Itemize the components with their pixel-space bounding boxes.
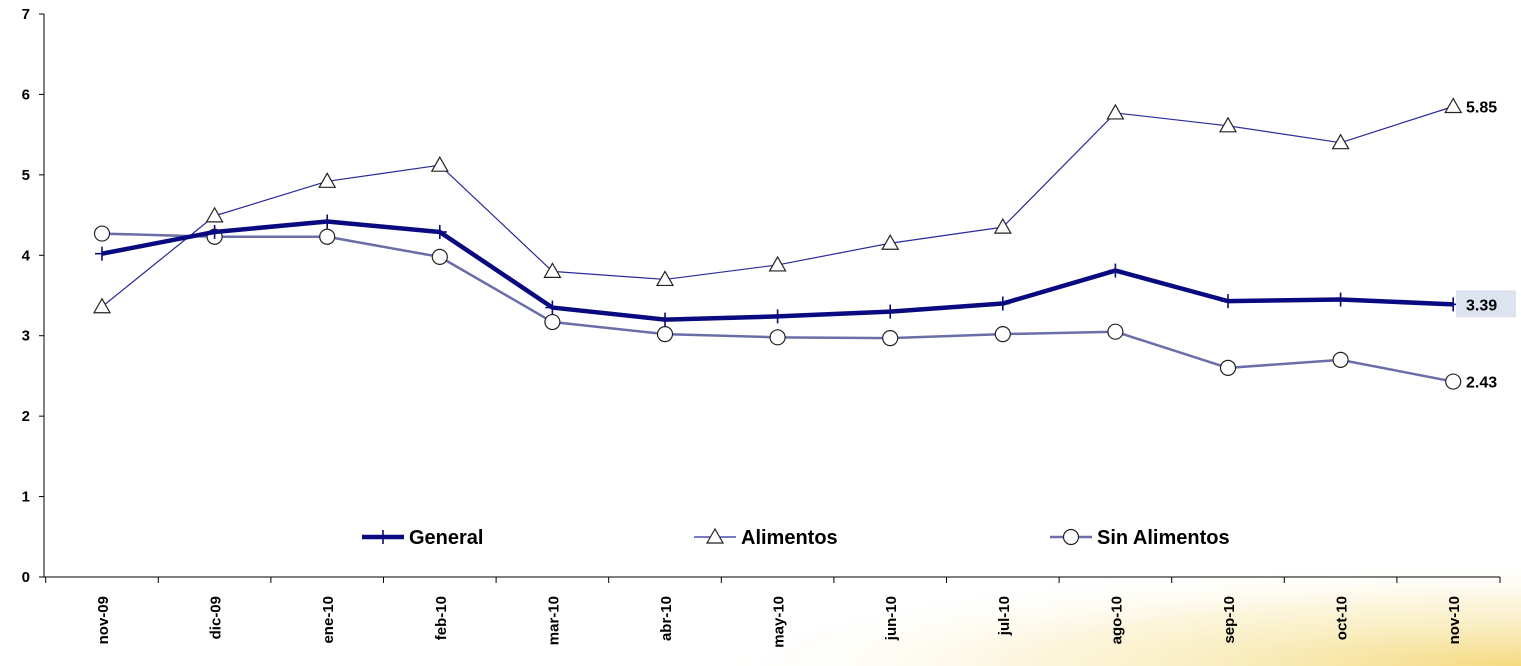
legend: General Alimentos Sin Alimentos	[362, 527, 1230, 549]
data-point	[320, 214, 335, 229]
data-point	[543, 262, 562, 278]
data-point	[995, 296, 1010, 311]
end-label-alimentos: 5.85	[1466, 99, 1497, 116]
y-tick-label: 1	[22, 489, 30, 506]
data-point	[994, 326, 1011, 343]
x-tick-label: nov-09	[95, 596, 112, 644]
data-point	[205, 206, 224, 223]
axes: 0 1 2 3 4 5 6 7 nov-09 dic-09 ene-10 feb-10 mar-10 ab…	[22, 6, 1501, 648]
data-point	[1108, 263, 1123, 278]
data-point	[1333, 292, 1348, 307]
legend-item-general: General	[362, 527, 483, 549]
data-point	[1106, 103, 1125, 120]
data-point	[319, 228, 336, 245]
x-tick-label: abr-10	[658, 596, 675, 641]
data-point	[1444, 97, 1463, 114]
x-tick-label: jun-10	[883, 596, 900, 641]
data-point	[1062, 528, 1080, 546]
x-tick-label: ene-10	[320, 596, 337, 644]
x-tick-label: oct-10	[1334, 596, 1351, 640]
data-point	[92, 297, 112, 314]
data-point	[705, 527, 725, 544]
data-point	[655, 270, 675, 287]
legend-label: Sin Alimentos	[1097, 527, 1230, 549]
series-general	[95, 214, 1461, 327]
legend-item-alimentos: Alimentos	[694, 527, 838, 549]
data-point	[545, 300, 560, 315]
data-point	[431, 248, 448, 265]
data-point	[1218, 116, 1238, 133]
y-tick-label: 5	[22, 167, 30, 184]
data-point	[93, 225, 111, 242]
y-tick-label: 4	[22, 247, 31, 264]
series-layer	[92, 97, 1463, 390]
y-tick-label: 2	[22, 408, 30, 425]
data-point	[1219, 359, 1237, 376]
x-tick-label: nov-10	[1446, 596, 1463, 644]
data-point	[207, 224, 222, 239]
x-tick-label: dic-09	[208, 596, 225, 639]
data-point	[544, 313, 561, 331]
decorative-glow	[700, 560, 1521, 666]
end-label-highlight	[1456, 290, 1516, 318]
data-point	[95, 246, 109, 261]
data-point	[881, 234, 900, 250]
y-tick-label: 3	[22, 328, 30, 345]
series-alimentos	[92, 97, 1463, 314]
x-tick-label: sep-10	[1221, 596, 1238, 644]
series-sin-alimentos	[93, 225, 1462, 390]
end-labels: 3.39 5.85 2.43	[1456, 99, 1516, 392]
x-tick-label: feb-10	[433, 596, 450, 640]
legend-label: Alimentos	[741, 527, 838, 549]
data-point	[770, 309, 785, 324]
y-tick-label: 0	[22, 569, 30, 586]
data-point	[768, 255, 787, 272]
end-label-sin-alimentos: 2.43	[1466, 375, 1497, 392]
data-point	[656, 326, 674, 343]
data-point	[1332, 351, 1349, 368]
data-point	[1107, 323, 1124, 340]
data-point	[883, 304, 898, 319]
end-label-general: 3.39	[1466, 297, 1497, 314]
data-point	[430, 155, 449, 172]
x-tick-label: jul-10	[996, 596, 1013, 636]
y-tick-label: 7	[22, 6, 30, 23]
data-point	[432, 224, 447, 239]
data-point	[1221, 294, 1235, 309]
y-tick-label: 6	[22, 86, 30, 103]
x-tick-label: mar-10	[545, 596, 562, 645]
data-point	[658, 312, 672, 327]
data-point	[376, 530, 390, 544]
x-tick-label: ago-10	[1108, 596, 1125, 644]
data-point	[769, 329, 786, 346]
data-point	[1445, 373, 1462, 390]
data-point	[993, 217, 1012, 234]
data-point	[318, 172, 337, 188]
data-point	[1331, 133, 1350, 150]
data-point	[882, 330, 899, 347]
legend-item-sin-alimentos: Sin Alimentos	[1050, 527, 1230, 549]
series-line	[101, 105, 1454, 308]
legend-label: General	[409, 527, 483, 549]
x-tick-label: may-10	[771, 596, 788, 648]
